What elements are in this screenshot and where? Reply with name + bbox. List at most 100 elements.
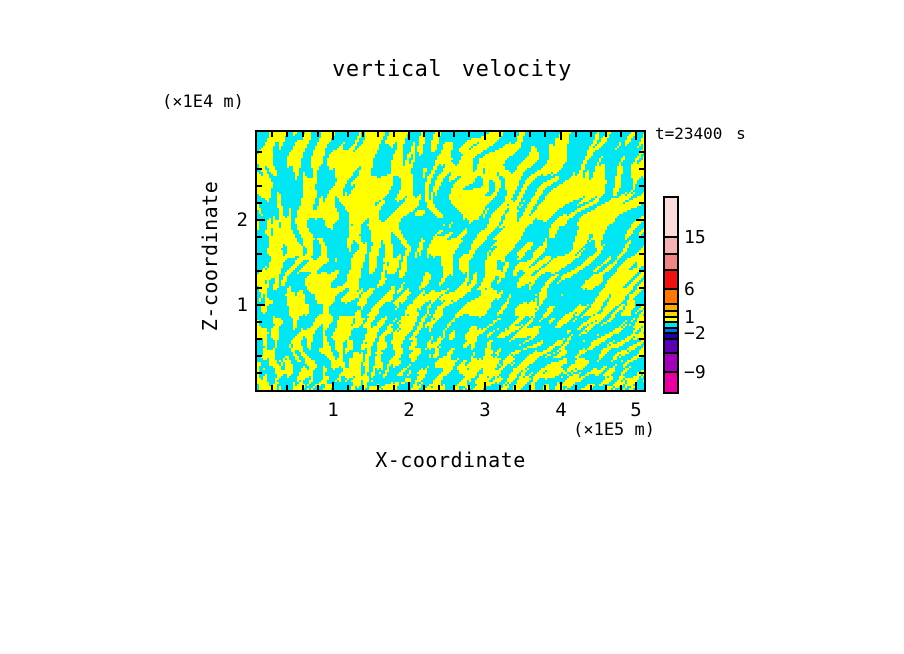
colorbar-segment	[665, 311, 677, 318]
tick-mark	[636, 219, 644, 221]
tick-mark	[560, 382, 562, 390]
colorbar	[663, 196, 679, 394]
tick-mark	[393, 132, 395, 137]
colorbar-segment	[665, 354, 677, 373]
colorbar-segment	[665, 305, 677, 312]
tick-mark	[639, 321, 644, 323]
tick-mark	[257, 338, 262, 340]
tick-mark	[257, 304, 265, 306]
tick-mark	[639, 168, 644, 170]
plot-area	[255, 130, 646, 392]
tick-mark	[377, 385, 379, 390]
tick-mark	[639, 372, 644, 374]
tick-mark	[529, 132, 531, 137]
colorbar-segment	[665, 323, 677, 329]
tick-mark	[468, 385, 470, 390]
colorbar-segment	[665, 238, 677, 255]
colorbar-level-label: 15	[684, 227, 706, 248]
tick-mark	[484, 382, 486, 390]
tick-mark	[635, 132, 637, 140]
tick-mark	[639, 202, 644, 204]
tick-mark	[286, 385, 288, 390]
tick-mark	[636, 304, 644, 306]
tick-mark	[635, 382, 637, 390]
tick-mark	[257, 372, 262, 374]
tick-mark	[620, 132, 622, 137]
tick-mark	[484, 132, 486, 140]
x-tick-label: 2	[403, 399, 415, 421]
tick-mark	[271, 132, 273, 137]
tick-mark	[514, 385, 516, 390]
tick-mark	[257, 151, 262, 153]
tick-mark	[639, 236, 644, 238]
tick-mark	[257, 236, 262, 238]
tick-mark	[639, 185, 644, 187]
tick-mark	[332, 132, 334, 140]
x-axis-unit-label: (×1E5 m)	[573, 420, 655, 440]
tick-mark	[605, 385, 607, 390]
colorbar-level-label: −2	[684, 323, 706, 344]
tick-mark	[362, 132, 364, 137]
tick-mark	[257, 355, 262, 357]
z-axis-title: Z-coordinate	[198, 180, 222, 332]
colorbar-segment	[665, 339, 677, 354]
tick-mark	[620, 385, 622, 390]
tick-mark	[257, 168, 262, 170]
tick-mark	[560, 132, 562, 140]
tick-mark	[332, 382, 334, 390]
x-tick-label: 3	[479, 399, 491, 421]
tick-mark	[438, 385, 440, 390]
tick-mark	[257, 321, 262, 323]
tick-mark	[590, 385, 592, 390]
tick-mark	[423, 385, 425, 390]
velocity-field-canvas	[257, 132, 644, 390]
tick-mark	[499, 385, 501, 390]
tick-mark	[257, 202, 262, 204]
colorbar-segment	[665, 254, 677, 271]
colorbar-level-label: 6	[684, 279, 695, 300]
colorbar-segment	[665, 290, 677, 305]
tick-mark	[453, 385, 455, 390]
tick-mark	[257, 253, 262, 255]
tick-mark	[605, 132, 607, 137]
tick-mark	[639, 338, 644, 340]
tick-mark	[347, 385, 349, 390]
colorbar-segment	[665, 198, 677, 238]
tick-mark	[639, 355, 644, 357]
tick-mark	[408, 132, 410, 140]
time-stamp-label: t=23400 s	[655, 124, 746, 143]
tick-mark	[317, 132, 319, 137]
tick-mark	[639, 151, 644, 153]
z-axis-unit-label: (×1E4 m)	[162, 92, 244, 112]
tick-mark	[317, 385, 319, 390]
tick-mark	[639, 253, 644, 255]
tick-mark	[438, 132, 440, 137]
colorbar-segment	[665, 334, 677, 340]
tick-mark	[362, 385, 364, 390]
tick-mark	[575, 385, 577, 390]
tick-mark	[639, 270, 644, 272]
x-tick-label: 5	[630, 399, 642, 421]
chart-title: vertical velocity	[332, 57, 572, 82]
tick-mark	[468, 132, 470, 137]
tick-mark	[393, 385, 395, 390]
tick-mark	[514, 132, 516, 137]
colorbar-segment	[665, 317, 677, 323]
tick-mark	[257, 219, 265, 221]
tick-mark	[529, 385, 531, 390]
tick-mark	[544, 385, 546, 390]
tick-mark	[286, 132, 288, 137]
x-tick-label: 4	[555, 399, 567, 421]
colorbar-segment	[665, 328, 677, 334]
tick-mark	[377, 132, 379, 137]
tick-mark	[257, 287, 262, 289]
colorbar-segment	[665, 372, 677, 392]
tick-mark	[257, 270, 262, 272]
colorbar-level-label: 1	[684, 306, 695, 328]
tick-mark	[347, 132, 349, 137]
tick-mark	[257, 185, 262, 187]
tick-mark	[590, 132, 592, 137]
z-tick-label: 2	[236, 209, 248, 231]
tick-mark	[271, 385, 273, 390]
